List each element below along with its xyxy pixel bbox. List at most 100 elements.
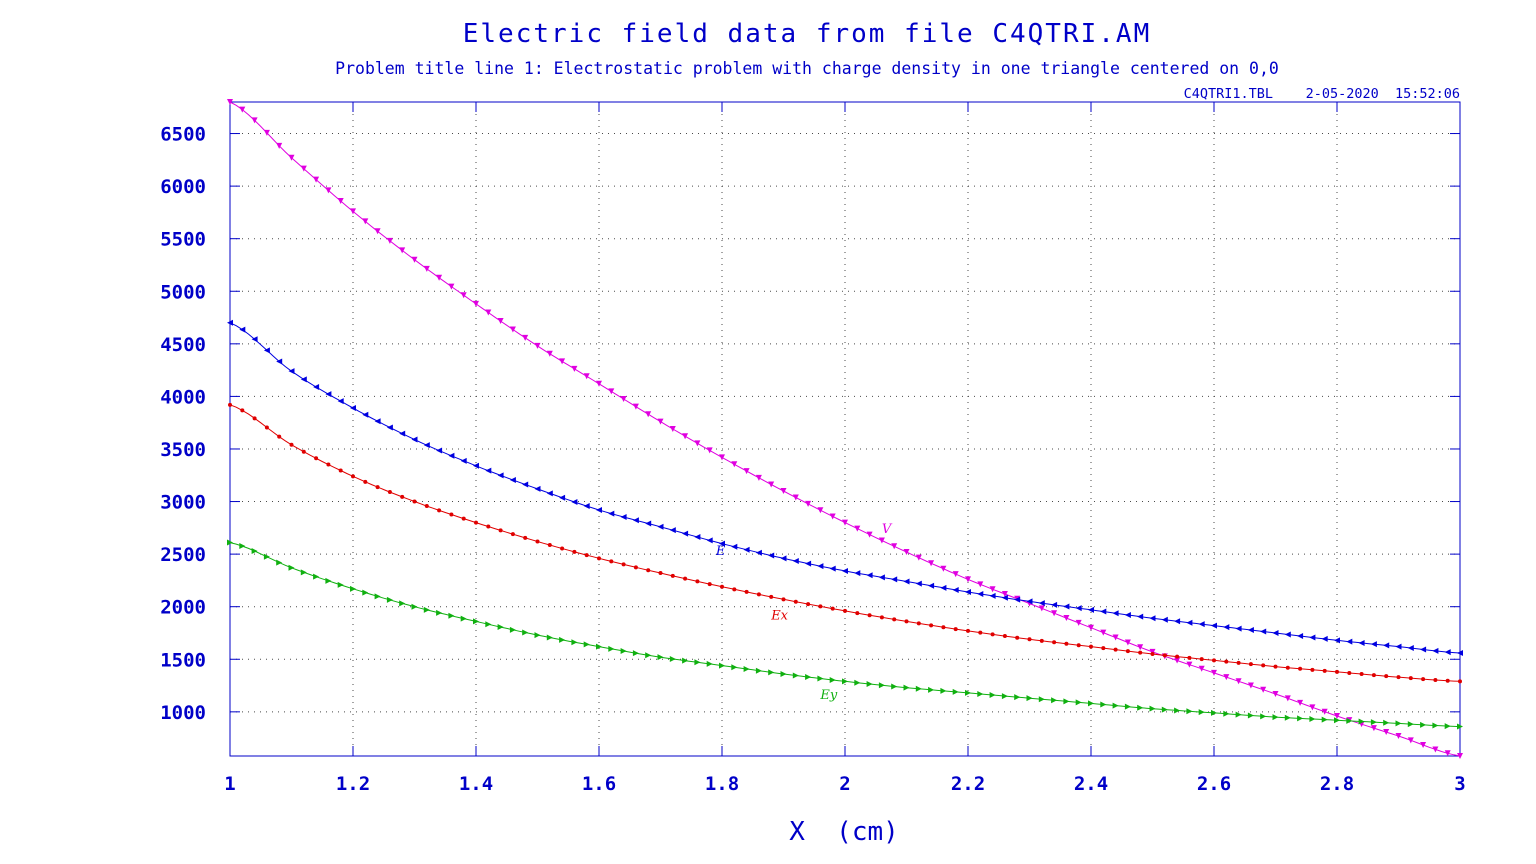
data-point [744, 589, 749, 594]
data-point [1457, 753, 1463, 759]
data-point [276, 142, 283, 149]
data-point [1297, 632, 1304, 639]
data-point [263, 347, 270, 354]
plot-frame [229, 101, 1461, 757]
file-info: C4QTRI1.TBL 2-05-2020 15:52:06 [1184, 86, 1460, 102]
data-point [1186, 619, 1193, 626]
data-point [362, 411, 369, 418]
data-point [1334, 713, 1340, 720]
data-point [866, 572, 873, 579]
data-point [669, 655, 676, 662]
data-point [817, 507, 824, 514]
data-point [436, 609, 443, 616]
data-point [1445, 678, 1450, 683]
data-point [1396, 675, 1401, 680]
data-point [374, 418, 381, 425]
data-point [276, 559, 283, 566]
data-point [1223, 710, 1230, 717]
data-point [314, 456, 319, 461]
data-point [719, 454, 725, 461]
data-point [854, 570, 861, 577]
data-point [1112, 610, 1119, 617]
data-point [1284, 695, 1291, 702]
data-point [805, 560, 812, 567]
data-point [891, 576, 898, 583]
data-point [657, 418, 664, 425]
data-point [694, 534, 701, 541]
data-point [362, 218, 369, 225]
data-point [1457, 723, 1463, 730]
data-point [755, 474, 762, 481]
data-point [1346, 638, 1353, 645]
data-point [597, 556, 601, 561]
data-point [1371, 673, 1376, 678]
data-point [386, 424, 393, 431]
data-point [669, 425, 676, 432]
data-point [1015, 635, 1020, 640]
data-point [535, 539, 540, 544]
data-point [1444, 723, 1451, 730]
x-tick-label: 2.8 [1320, 773, 1354, 795]
y-tick-label: 3000 [160, 492, 206, 514]
data-point [965, 576, 971, 583]
data-point [1112, 702, 1119, 709]
data-point [1359, 672, 1364, 677]
data-point [1273, 664, 1278, 669]
data-point [755, 549, 762, 556]
data-point [350, 585, 356, 592]
data-point [486, 524, 491, 529]
data-point [1075, 699, 1082, 706]
data-point [546, 634, 553, 641]
data-point [731, 461, 738, 468]
data-point [990, 632, 995, 637]
data-point [620, 396, 627, 403]
x-tick-label: 1.8 [705, 773, 739, 795]
data-point [411, 256, 418, 263]
series-e: E [227, 319, 1463, 656]
data-point [928, 560, 935, 567]
data-point [522, 334, 529, 341]
data-point [780, 670, 787, 677]
data-point [1174, 707, 1181, 714]
data-point [289, 442, 294, 447]
data-point [228, 402, 232, 407]
data-point [1260, 713, 1267, 720]
data-point [682, 657, 689, 664]
data-point [473, 462, 479, 469]
data-point [1458, 679, 1462, 684]
data-point [855, 611, 860, 616]
data-point [769, 594, 774, 599]
data-point [497, 318, 504, 325]
data-point [474, 520, 478, 525]
data-point [300, 569, 307, 576]
data-point [621, 562, 626, 567]
series-label: V [882, 522, 893, 537]
data-point [596, 380, 602, 387]
data-point [1051, 601, 1058, 608]
data-point [399, 600, 406, 607]
y-tick-label: 6500 [160, 124, 206, 146]
data-point [1248, 662, 1253, 667]
data-point [423, 265, 430, 272]
data-point [829, 565, 836, 572]
data-point [805, 674, 812, 681]
data-point [1026, 598, 1033, 605]
data-point [1038, 696, 1045, 703]
data-point [325, 577, 332, 584]
data-point [965, 689, 971, 696]
data-point [1198, 709, 1205, 716]
x-tick-label: 2.2 [951, 773, 985, 795]
data-point [276, 358, 283, 365]
data-point [842, 567, 848, 574]
data-point [781, 597, 786, 602]
data-point [904, 619, 909, 624]
data-point [534, 632, 541, 639]
data-point [1235, 625, 1242, 632]
data-point [1272, 629, 1279, 636]
data-point [1358, 639, 1365, 646]
data-point [400, 494, 405, 499]
data-point [300, 165, 307, 172]
data-point [362, 589, 369, 596]
data-point [1298, 666, 1303, 671]
data-point [731, 543, 738, 550]
